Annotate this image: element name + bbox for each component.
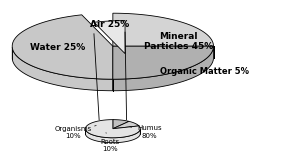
Polygon shape — [113, 13, 214, 46]
Polygon shape — [85, 129, 140, 143]
Polygon shape — [113, 46, 214, 79]
Text: Water 25%: Water 25% — [30, 43, 85, 52]
Polygon shape — [12, 15, 113, 79]
Text: Roots
10%: Roots 10% — [100, 133, 120, 152]
Polygon shape — [12, 47, 113, 91]
Polygon shape — [113, 46, 214, 91]
Polygon shape — [94, 21, 125, 54]
Polygon shape — [113, 120, 129, 129]
Text: Organisms
10%: Organisms 10% — [55, 126, 96, 138]
Polygon shape — [85, 120, 140, 138]
Polygon shape — [113, 121, 139, 129]
Text: Mineral
Particles 45%: Mineral Particles 45% — [144, 32, 213, 51]
Text: Air 25%: Air 25% — [90, 20, 129, 29]
Text: Humus
80%: Humus 80% — [130, 126, 162, 138]
Text: Organic Matter 5%: Organic Matter 5% — [160, 67, 249, 76]
